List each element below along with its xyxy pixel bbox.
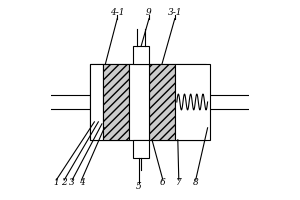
Bar (90, 64, 206, 140)
Bar (175, 64, 210, 140)
Text: 2: 2 (61, 178, 67, 187)
Text: 5: 5 (136, 182, 142, 191)
Text: 3: 3 (69, 178, 75, 187)
Text: 6: 6 (160, 178, 166, 187)
Text: 3-1: 3-1 (168, 8, 182, 17)
Bar (103, 64, 129, 140)
Text: 9: 9 (146, 8, 152, 17)
Bar (129, 64, 149, 140)
Text: 4-1: 4-1 (110, 8, 124, 17)
Text: 7: 7 (176, 178, 182, 187)
Text: 4: 4 (79, 178, 84, 187)
Bar (133, 46, 149, 64)
Text: 8: 8 (193, 178, 199, 187)
Bar (149, 64, 175, 140)
Text: 1: 1 (53, 178, 59, 187)
Bar (133, 140, 149, 158)
Bar (90, 64, 103, 140)
